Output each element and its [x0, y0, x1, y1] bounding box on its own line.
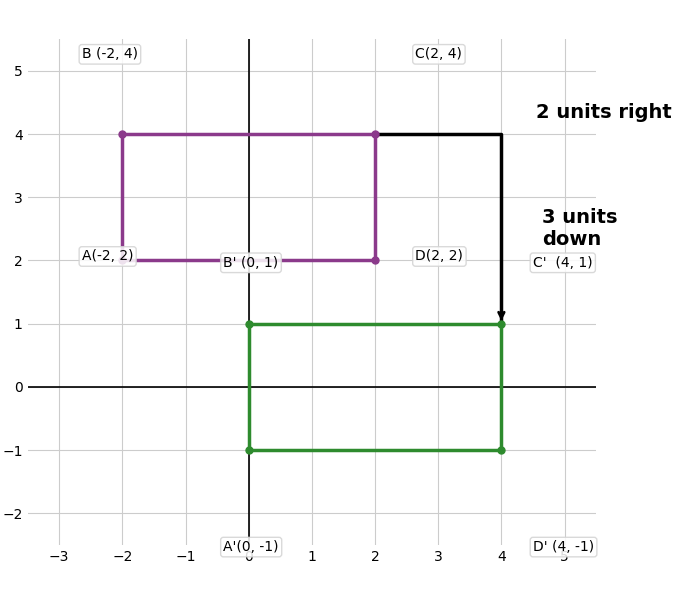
Text: D(2, 2): D(2, 2)	[416, 250, 463, 264]
Text: 2 units right: 2 units right	[536, 103, 672, 122]
Text: D' (4, -1): D' (4, -1)	[533, 540, 594, 554]
Text: A(-2, 2): A(-2, 2)	[82, 250, 133, 264]
Text: A'(0, -1): A'(0, -1)	[223, 540, 279, 554]
Text: B (-2, 4): B (-2, 4)	[82, 47, 138, 62]
Text: C(2, 4): C(2, 4)	[416, 47, 462, 62]
Text: C'  (4, 1): C' (4, 1)	[533, 256, 593, 270]
Text: B' (0, 1): B' (0, 1)	[223, 256, 278, 270]
Text: 3 units
down: 3 units down	[543, 209, 618, 250]
